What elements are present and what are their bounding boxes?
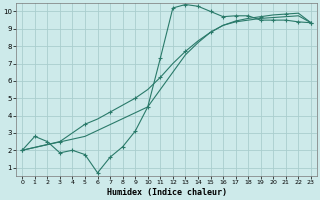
X-axis label: Humidex (Indice chaleur): Humidex (Indice chaleur)	[107, 188, 227, 197]
